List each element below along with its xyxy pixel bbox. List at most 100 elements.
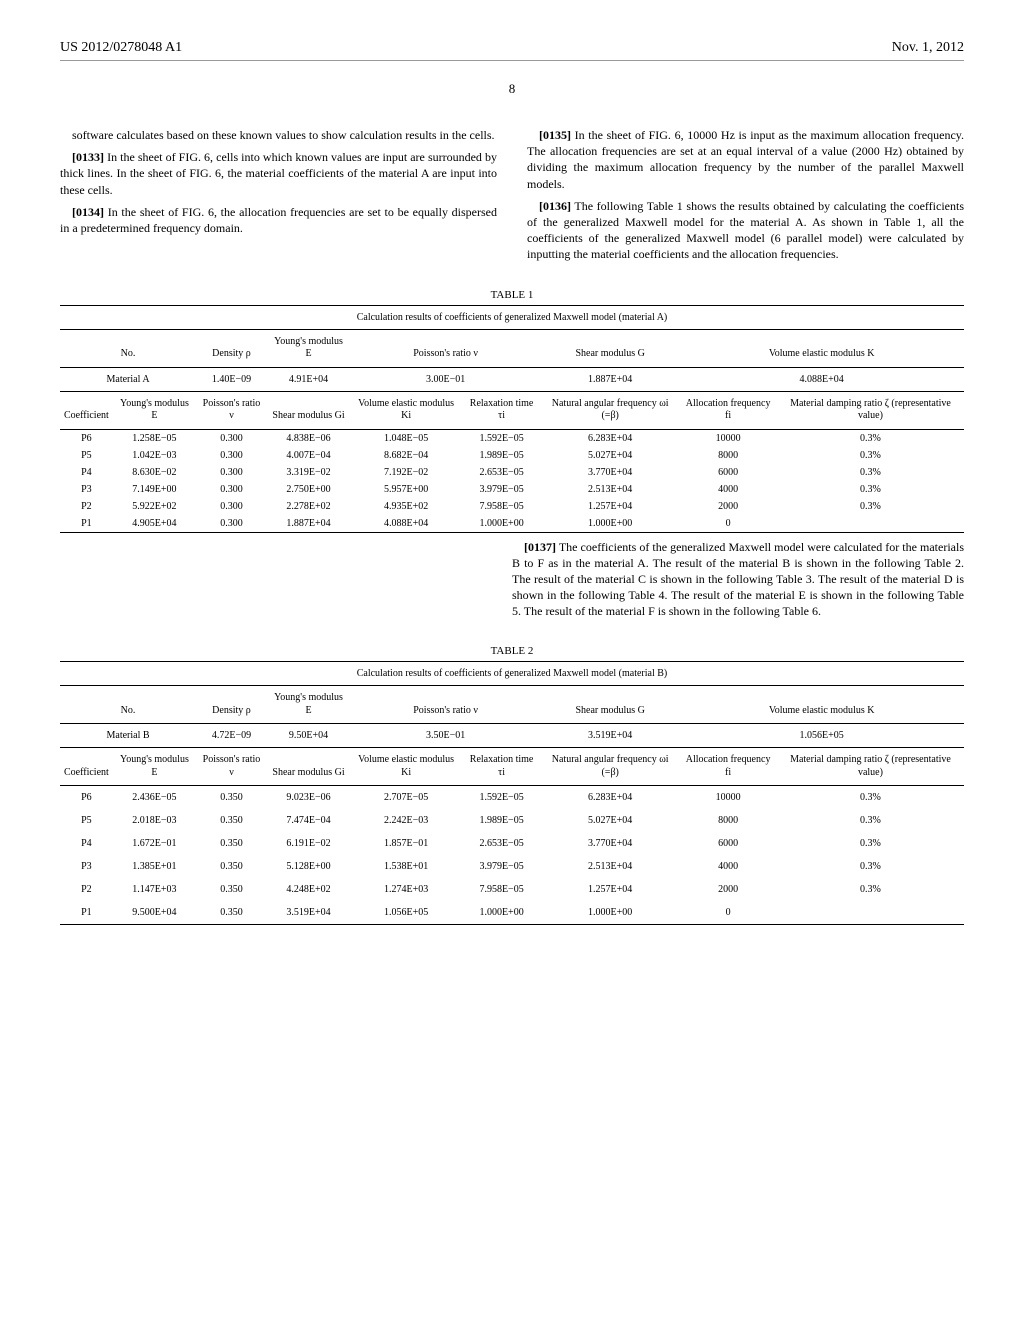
table-cell: 0.3% [777,429,964,447]
table-cell: 2000 [679,498,777,515]
table-cell: P6 [60,786,113,810]
table-cell: 1.385E+01 [113,855,196,878]
table-cell: 0.350 [196,878,267,901]
table-cell: 2000 [679,878,777,901]
table1-th: Material damping ratio ζ (representative… [777,391,964,429]
table-cell: 2.513E+04 [541,481,679,498]
table-cell: 0 [679,901,777,925]
table1-th: Shear modulus Gi [267,391,350,429]
table-cell: 0.3% [777,498,964,515]
table-cell: 0.300 [196,515,267,533]
table-cell: 4000 [679,855,777,878]
table-cell: 1.042E−03 [113,447,196,464]
table-cell: 2.653E−05 [462,464,541,481]
table-cell: P4 [60,464,113,481]
table1-cell: Material A [60,367,196,391]
table-cell: 1.000E+00 [462,901,541,925]
table-cell: 3.519E+04 [267,901,350,925]
table-cell: 0.350 [196,832,267,855]
table1-th: Volume elastic modulus K [679,329,964,367]
paragraph: [0133] In the sheet of FIG. 6, cells int… [60,149,497,198]
table-cell: P6 [60,429,113,447]
table-cell: 3.979E−05 [462,481,541,498]
table-cell: 2.750E+00 [267,481,350,498]
table1-cell: 1.887E+04 [541,367,679,391]
table-cell: 1.147E+03 [113,878,196,901]
table-cell: 1.258E−05 [113,429,196,447]
table-cell: 4000 [679,481,777,498]
table2-cell: 4.72E−09 [196,724,267,748]
table-cell: 1.000E+00 [541,901,679,925]
table-cell: 8.682E−04 [350,447,462,464]
table-cell: 0.3% [777,786,964,810]
table-cell: 2.018E−03 [113,809,196,832]
paragraph-text: The coefficients of the generalized Maxw… [512,540,964,619]
table2-cell: 9.50E+04 [267,724,350,748]
table2-th: Shear modulus Gi [267,748,350,786]
table-cell: 5.027E+04 [541,809,679,832]
table-cell: 8.630E−02 [113,464,196,481]
table-cell: 1.538E+01 [350,855,462,878]
paragraph: [0135] In the sheet of FIG. 6, 10000 Hz … [527,127,964,192]
table-cell: 1.592E−05 [462,429,541,447]
table-cell: 3.770E+04 [541,464,679,481]
table-cell: 6.283E+04 [541,786,679,810]
table-cell: 0.300 [196,429,267,447]
table2: Calculation results of coefficients of g… [60,661,964,925]
table1-cell: 1.40E−09 [196,367,267,391]
table1-th: Young's modulus E [113,391,196,429]
table-cell: 6000 [679,464,777,481]
table1-th: Poisson's ratio ν [350,329,541,367]
paragraph: [0137] The coefficients of the generaliz… [512,539,964,620]
left-column: software calculates based on these known… [60,127,497,269]
table-cell: 5.128E+00 [267,855,350,878]
table-cell: 3.979E−05 [462,855,541,878]
table-cell: 1.000E+00 [541,515,679,533]
table-cell: 0.3% [777,481,964,498]
table-cell: 1.672E−01 [113,832,196,855]
table-cell: P1 [60,515,113,533]
table-cell: 7.958E−05 [462,498,541,515]
table-cell: 4.088E+04 [350,515,462,533]
paragraph: software calculates based on these known… [60,127,497,143]
body-columns-top: software calculates based on these known… [60,127,964,269]
table2-th: Young's modulus E [113,748,196,786]
table2-th: Coefficient [60,748,113,786]
table1-th: Volume elastic modulus Ki [350,391,462,429]
table2-th: Poisson's ratio ν [350,686,541,724]
table-cell: 4.248E+02 [267,878,350,901]
table1-th: Poisson's ratio ν [196,391,267,429]
table-cell: 0.300 [196,447,267,464]
table-cell: 0.350 [196,901,267,925]
table1-th: Young's modulus E [267,329,350,367]
paragraph-number: [0134] [72,205,104,219]
table-cell: 1.887E+04 [267,515,350,533]
table-cell: 0.350 [196,809,267,832]
table2-cell: Material B [60,724,196,748]
paragraph-text: In the sheet of FIG. 6, 10000 Hz is inpu… [527,128,964,191]
table1-th: Relaxation time τi [462,391,541,429]
table-cell: 2.242E−03 [350,809,462,832]
table-cell: 0.300 [196,464,267,481]
table1-th: Density ρ [196,329,267,367]
table-cell: 6.191E−02 [267,832,350,855]
table-cell: 4.905E+04 [113,515,196,533]
table-cell: 1.989E−05 [462,809,541,832]
table-cell: 0.350 [196,786,267,810]
table-cell: P4 [60,832,113,855]
right-column: [0135] In the sheet of FIG. 6, 10000 Hz … [527,127,964,269]
table-cell: 5.922E+02 [113,498,196,515]
table-cell: 7.149E+00 [113,481,196,498]
table-cell: 10000 [679,786,777,810]
table-cell: 6.283E+04 [541,429,679,447]
table-cell: 0.3% [777,464,964,481]
table-cell: 1.048E−05 [350,429,462,447]
table-cell: 7.958E−05 [462,878,541,901]
table-cell: 3.319E−02 [267,464,350,481]
table2-label: TABLE 2 [60,645,964,657]
table1-th: Coefficient [60,391,113,429]
table-cell: 10000 [679,429,777,447]
table2-th: Relaxation time τi [462,748,541,786]
table-cell [777,901,964,925]
body-columns-mid: [0137] The coefficients of the generaliz… [60,539,964,626]
